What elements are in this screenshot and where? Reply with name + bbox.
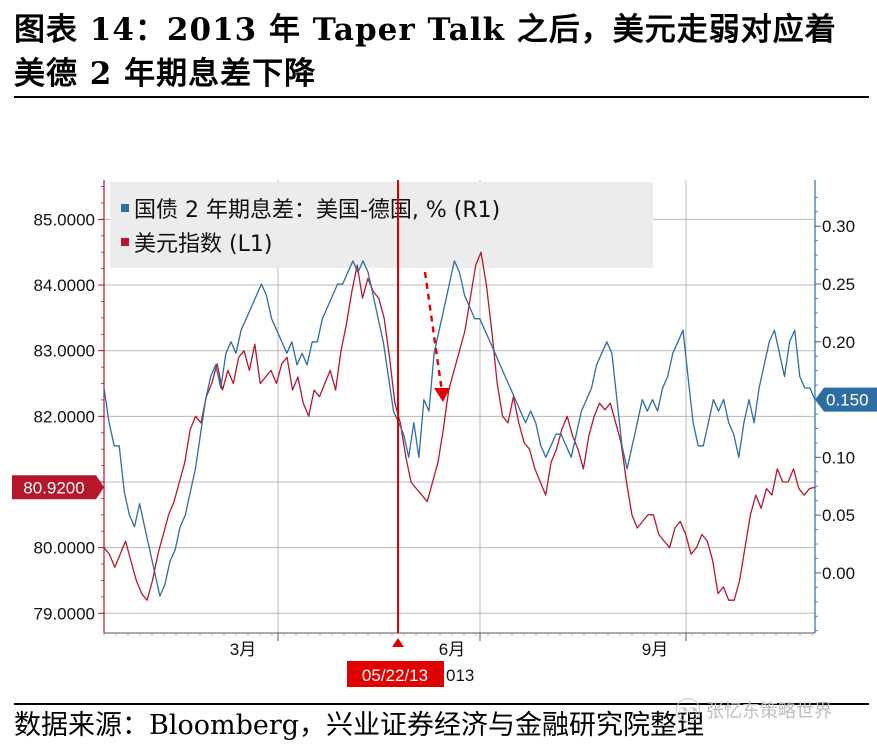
x-tick-label: 9月 (642, 640, 668, 659)
right-tick-label: 0.05 (822, 506, 855, 525)
legend-label-spread: 国债 2 年期息差：美国-德国, % (R1) (134, 198, 500, 223)
right-tick-label: 0.10 (822, 448, 855, 467)
right-tick-label: 0.25 (822, 275, 855, 294)
legend-label-dxy: 美元指数 (L1) (134, 232, 272, 257)
last-value-left: 80.9200 (23, 478, 84, 497)
left-tick-label: 83.0000 (34, 342, 95, 361)
left-tick-label: 84.0000 (34, 276, 95, 295)
last-value-tag-right (815, 387, 877, 412)
watermark: ◔◔ 张忆东策略世界 (676, 697, 832, 723)
chart: 79.000080.000081.000082.000083.000084.00… (12, 180, 877, 687)
right-tick-label: 0.30 (822, 217, 855, 236)
wechat-icon: ◔◔ (676, 698, 700, 722)
date-marker-tail: 013 (446, 666, 474, 685)
trend-arrow-shaft (423, 271, 444, 393)
right-tick-label: 0.00 (822, 564, 855, 583)
date-marker-label: 05/22/13 (362, 666, 428, 685)
legend-box (110, 182, 653, 268)
right-tick-label: 0.20 (822, 333, 855, 352)
figure-title: 图表 14：2013 年 Taper Talk 之后，美元走弱对应着 美德 2 … (14, 8, 864, 96)
bottom-rule (14, 703, 869, 705)
trend-arrow-head (434, 388, 450, 402)
left-tick-label: 80.0000 (34, 539, 95, 558)
title-line-1: 图表 14：2013 年 Taper Talk 之后，美元走弱对应着 (14, 12, 837, 48)
series-line-spread (103, 260, 816, 597)
source-note: 数据来源：Bloomberg，兴业证券经济与金融研究院整理 (14, 710, 705, 741)
legend-swatch-dxy (121, 238, 129, 246)
x-tick-label: 3月 (230, 640, 256, 659)
x-tick-label: 6月 (439, 640, 465, 659)
watermark-text: 张忆东策略世界 (706, 701, 832, 722)
title-line-2: 美德 2 年期息差下降 (14, 56, 317, 92)
left-tick-label: 82.0000 (34, 407, 95, 426)
date-marker-box (347, 661, 444, 687)
top-rule (14, 96, 869, 98)
series-line-dxy (103, 251, 816, 601)
date-marker-arrow (392, 638, 404, 647)
left-tick-label: 85.0000 (34, 210, 95, 229)
last-value-right: 0.150 (826, 391, 869, 410)
last-value-tag-left (12, 475, 104, 500)
left-tick-label: 79.0000 (34, 604, 95, 623)
legend-swatch-spread (121, 204, 129, 212)
